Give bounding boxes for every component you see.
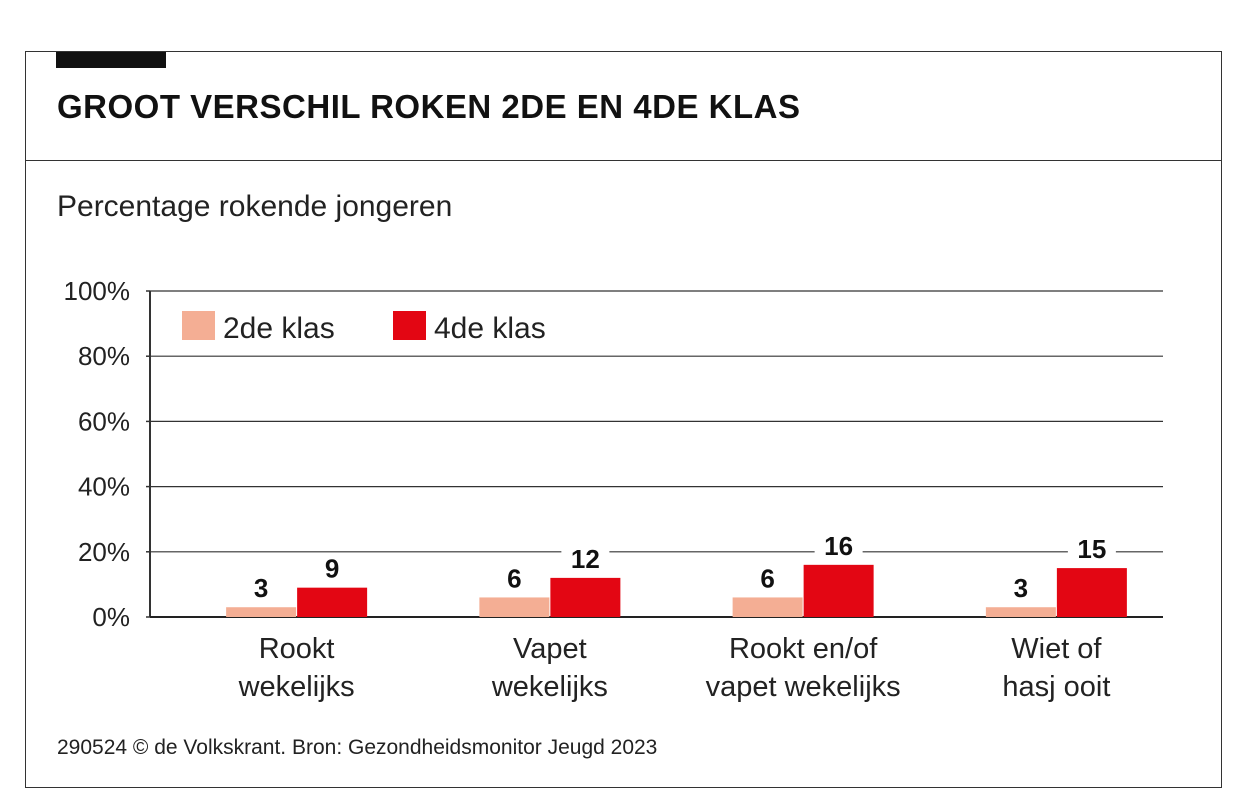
value-label-bg [751, 563, 784, 594]
bar-4de-klas [803, 564, 874, 617]
category-label: hasj ooit [1002, 671, 1110, 703]
bar-4de-klas [550, 577, 621, 617]
value-label: 15 [1077, 534, 1106, 564]
bar-4de-klas [1056, 568, 1127, 617]
value-label: 3 [1014, 573, 1028, 603]
title-divider [25, 160, 1222, 161]
value-label: 3 [254, 573, 268, 603]
legend-swatch-4de-klas [393, 311, 426, 340]
category-label: wekelijks [238, 671, 355, 703]
value-label: 9 [325, 554, 339, 584]
bar-2de-klas [732, 597, 803, 617]
chart-title: GROOT VERSCHIL ROKEN 2DE EN 4DE KLAS [57, 88, 801, 125]
y-tick-label: 0% [92, 602, 130, 632]
chart-subtitle: Percentage rokende jongeren [57, 190, 453, 223]
source-note: 290524 © de Volkskrant. Bron: Gezondheid… [57, 736, 658, 759]
legend-swatch-2de-klas [182, 311, 215, 340]
value-label: 16 [824, 531, 853, 561]
value-label-bg [814, 530, 863, 561]
category-label: Rookt en/of [729, 633, 878, 665]
category-label: wekelijks [491, 671, 608, 703]
y-tick-label: 60% [78, 406, 130, 436]
value-label-bg [245, 573, 278, 604]
bar-2de-klas [226, 607, 297, 617]
bar-2de-klas [479, 597, 550, 617]
category-label: Vapet [513, 633, 587, 665]
value-label-bg [1067, 534, 1116, 565]
bar-2de-klas [985, 607, 1056, 617]
y-tick-label: 20% [78, 537, 130, 567]
legend-label: 4de klas [434, 312, 546, 345]
chart-frame [25, 51, 1222, 788]
y-tick-label: 80% [78, 341, 130, 371]
header-accent-bar [56, 52, 166, 68]
category-label: Rookt [259, 633, 335, 665]
value-label-bg [561, 543, 610, 574]
legend-label: 2de klas [223, 312, 335, 345]
value-label: 6 [760, 563, 774, 593]
value-label-bg [316, 553, 349, 584]
value-label: 12 [571, 544, 600, 574]
value-label-bg [498, 563, 531, 594]
y-tick-label: 40% [78, 472, 130, 502]
y-tick-label: 100% [64, 276, 131, 306]
category-label: vapet wekelijks [706, 671, 901, 703]
value-label: 6 [507, 563, 521, 593]
bar-4de-klas [297, 587, 368, 617]
category-label: Wiet of [1011, 633, 1102, 665]
value-label-bg [1004, 573, 1037, 604]
